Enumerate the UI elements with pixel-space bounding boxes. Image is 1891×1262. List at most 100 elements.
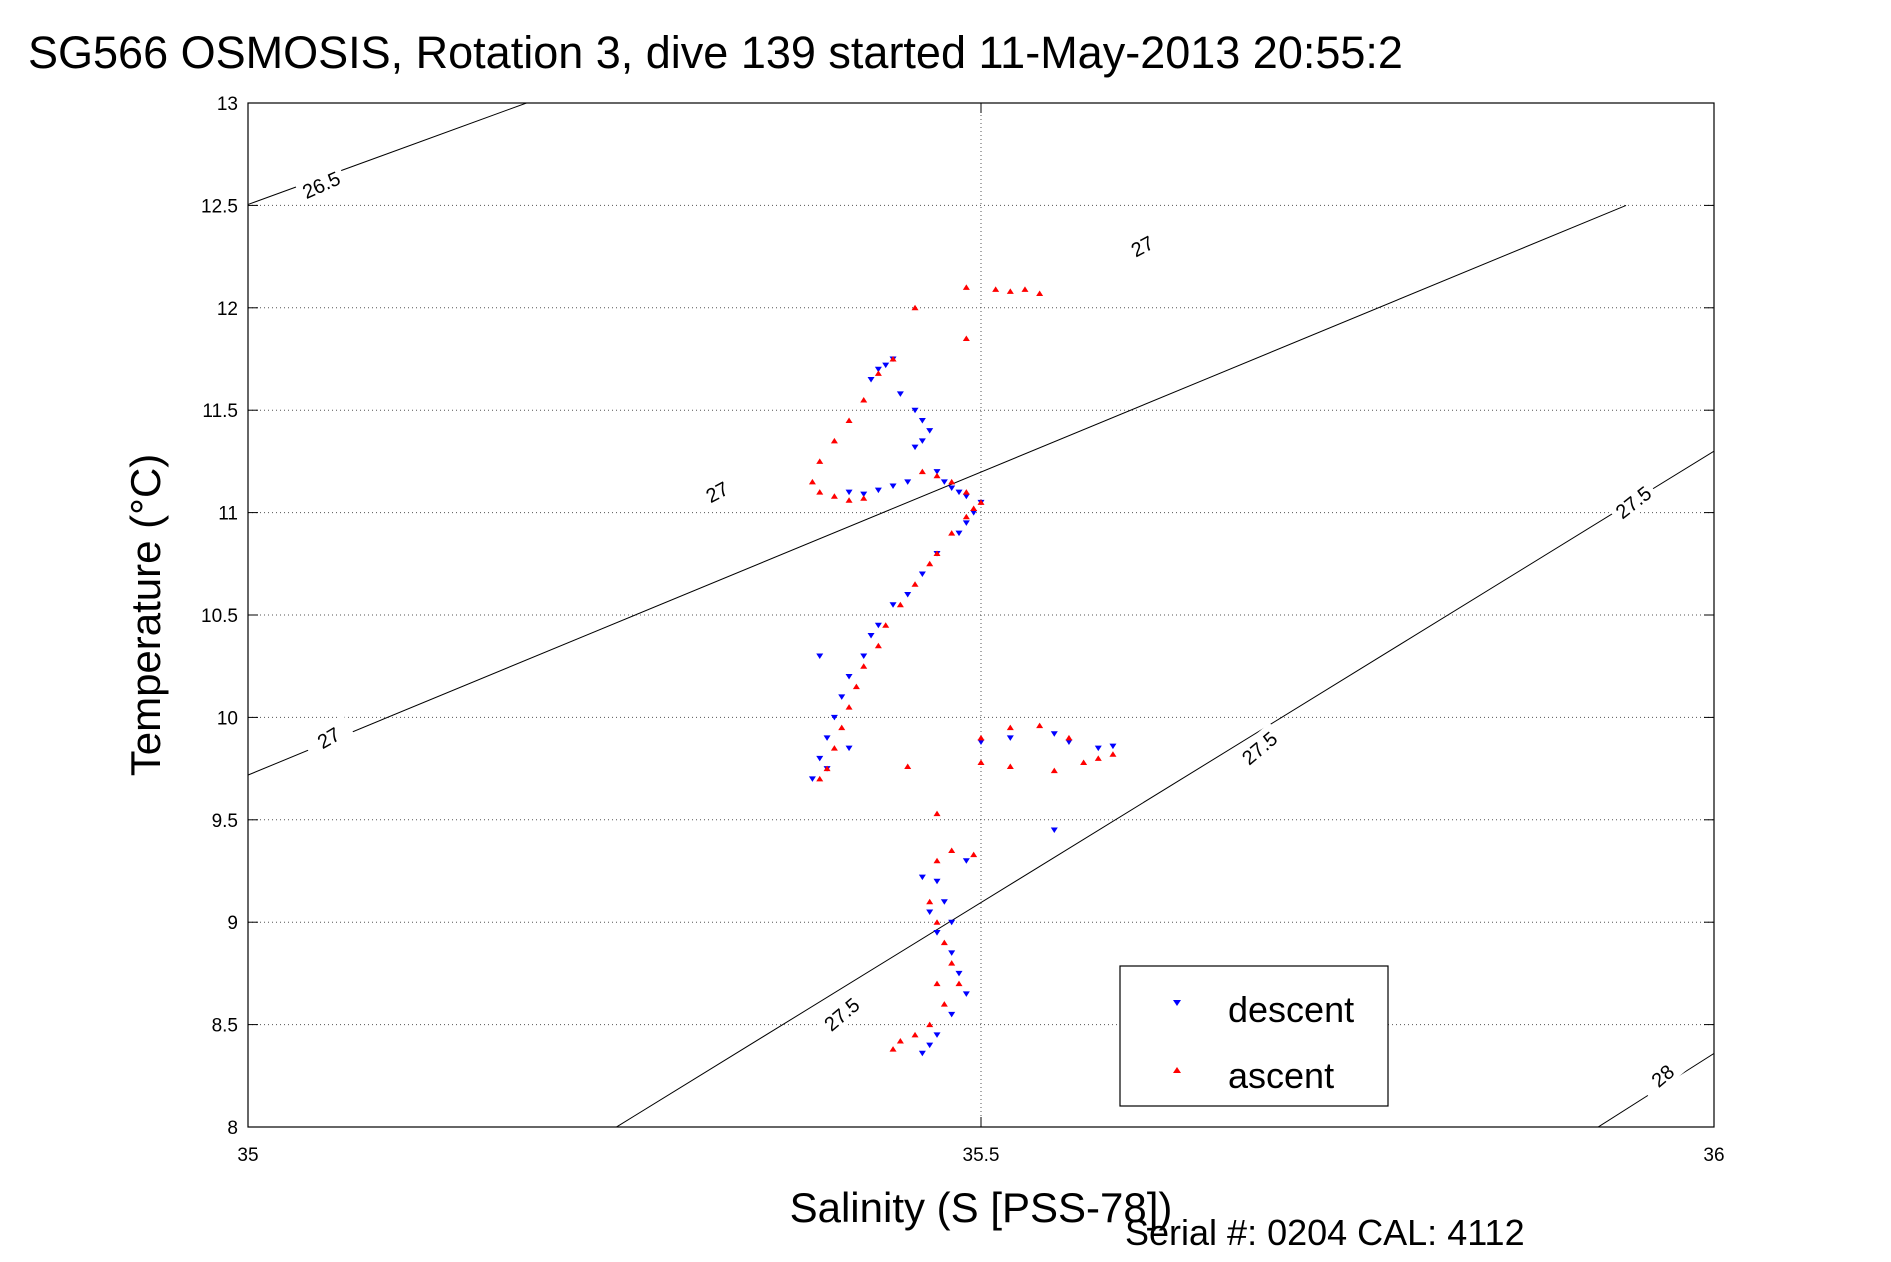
ascent-point (1006, 763, 1014, 770)
ascent-point (926, 898, 934, 905)
y-tick-label: 8.5 (212, 1016, 238, 1037)
ascent-point (830, 437, 838, 444)
descent-point (933, 1032, 941, 1038)
contour-label-bg (1606, 477, 1660, 526)
descent-point (933, 929, 941, 936)
descent-point (874, 487, 882, 494)
density-contours (248, 103, 1714, 1127)
descent-point (867, 632, 875, 639)
ascent-point (911, 1031, 919, 1038)
ascent-point (1094, 755, 1102, 761)
descent-point (830, 714, 838, 721)
contour-label-group: 27 (301, 714, 355, 760)
descent-point (845, 673, 853, 680)
descent-point (823, 735, 831, 741)
descent-point (889, 483, 897, 489)
ascent-point (970, 851, 978, 858)
ascent-point (808, 478, 816, 485)
descent-point (845, 745, 853, 752)
contour-label-bg (814, 988, 868, 1039)
ascent-point (933, 810, 941, 817)
ascent-point (940, 1001, 948, 1007)
descent-point (1050, 731, 1058, 737)
descent-point (948, 485, 956, 492)
ascent-point (1006, 724, 1014, 731)
y-tick-label: 9 (227, 913, 238, 934)
density-contour-labels: 26.5 27 27 27 27.5 27.5 27.5 28 (294, 163, 1689, 1100)
x-tick-label: 35.5 (963, 1145, 1000, 1166)
contour-label-group: 27.5 (1232, 722, 1285, 772)
y-tick-label: 10.5 (201, 606, 238, 627)
ascent-point (933, 980, 941, 987)
descent-point (1065, 739, 1073, 745)
ascent-point (830, 493, 838, 499)
descent-point (970, 510, 978, 516)
descent-point (926, 1042, 934, 1049)
ascent-point (845, 704, 853, 710)
descent-point (948, 950, 956, 956)
descent-point (808, 776, 816, 782)
ascent-point (1080, 759, 1088, 765)
descent-point (940, 899, 948, 905)
ascent-point (933, 472, 941, 479)
descent-point (918, 417, 926, 424)
y-tick-label: 12.5 (201, 196, 238, 217)
descent-point (926, 428, 934, 434)
descent-point (962, 493, 970, 500)
ascent-point (1109, 751, 1117, 757)
descent-point (911, 444, 919, 451)
ascent-point (838, 724, 846, 731)
ascent-point (977, 734, 985, 741)
ascent-point (955, 980, 963, 987)
axis-ticks: 35 35.5 36 8 8.5 9 9.5 10 10.5 11 11.5 12 12.5 13 (201, 94, 1725, 1166)
ascent-point (816, 458, 824, 464)
ascent-point (882, 622, 890, 628)
ascent-point (1050, 767, 1058, 774)
descent-point (962, 520, 970, 526)
descent-point (918, 571, 926, 578)
descent-point (860, 491, 868, 498)
descent-point (874, 366, 882, 373)
ascent-point (1036, 290, 1044, 296)
ascent-point (940, 939, 948, 946)
contour-label: 26.5 (299, 168, 344, 204)
contour-label-bg (1232, 722, 1285, 772)
ascent-point (948, 960, 956, 966)
descent-point (911, 407, 919, 414)
ascent-point (860, 495, 868, 501)
descent-point (1109, 743, 1117, 750)
descent-point (838, 694, 846, 700)
descent-point (889, 602, 897, 608)
y-axis-label: Temperature (°C) (122, 454, 169, 777)
contour-label-bg (1635, 1050, 1689, 1100)
descent-point (816, 755, 824, 762)
descent-point (904, 592, 912, 598)
density-contour-26.5 (248, 103, 527, 206)
descent-point (962, 991, 970, 997)
ascent-point (896, 1037, 904, 1044)
ascent-point (816, 489, 824, 495)
legend-descent-marker (1173, 1000, 1181, 1006)
ascent-point (911, 581, 919, 587)
contour-label-bg (689, 469, 744, 514)
ascent-point (1006, 288, 1014, 294)
legend-box (1119, 965, 1389, 1107)
descent-point (955, 489, 963, 496)
descent-point (933, 469, 941, 475)
contour-label-bg (294, 163, 348, 205)
contour-label-group: 26.5 (294, 163, 348, 205)
ascent-point (1036, 722, 1044, 729)
descent-point (933, 878, 941, 885)
contour-label-group: 27.5 (1606, 477, 1660, 526)
y-tick-label: 12 (217, 299, 238, 320)
ascent-point (962, 513, 970, 520)
ascent-point (830, 745, 838, 751)
ascent-point (962, 335, 970, 342)
ascent-point (860, 663, 868, 669)
descent-point (955, 970, 963, 977)
legend-descent-label: descent (1228, 989, 1354, 1030)
descent-point (1094, 745, 1102, 752)
descent-point (1006, 735, 1014, 741)
serial-cal-footer: Serial #: 0204 CAL: 4112 (1125, 1212, 1525, 1253)
descent-point (896, 391, 904, 397)
